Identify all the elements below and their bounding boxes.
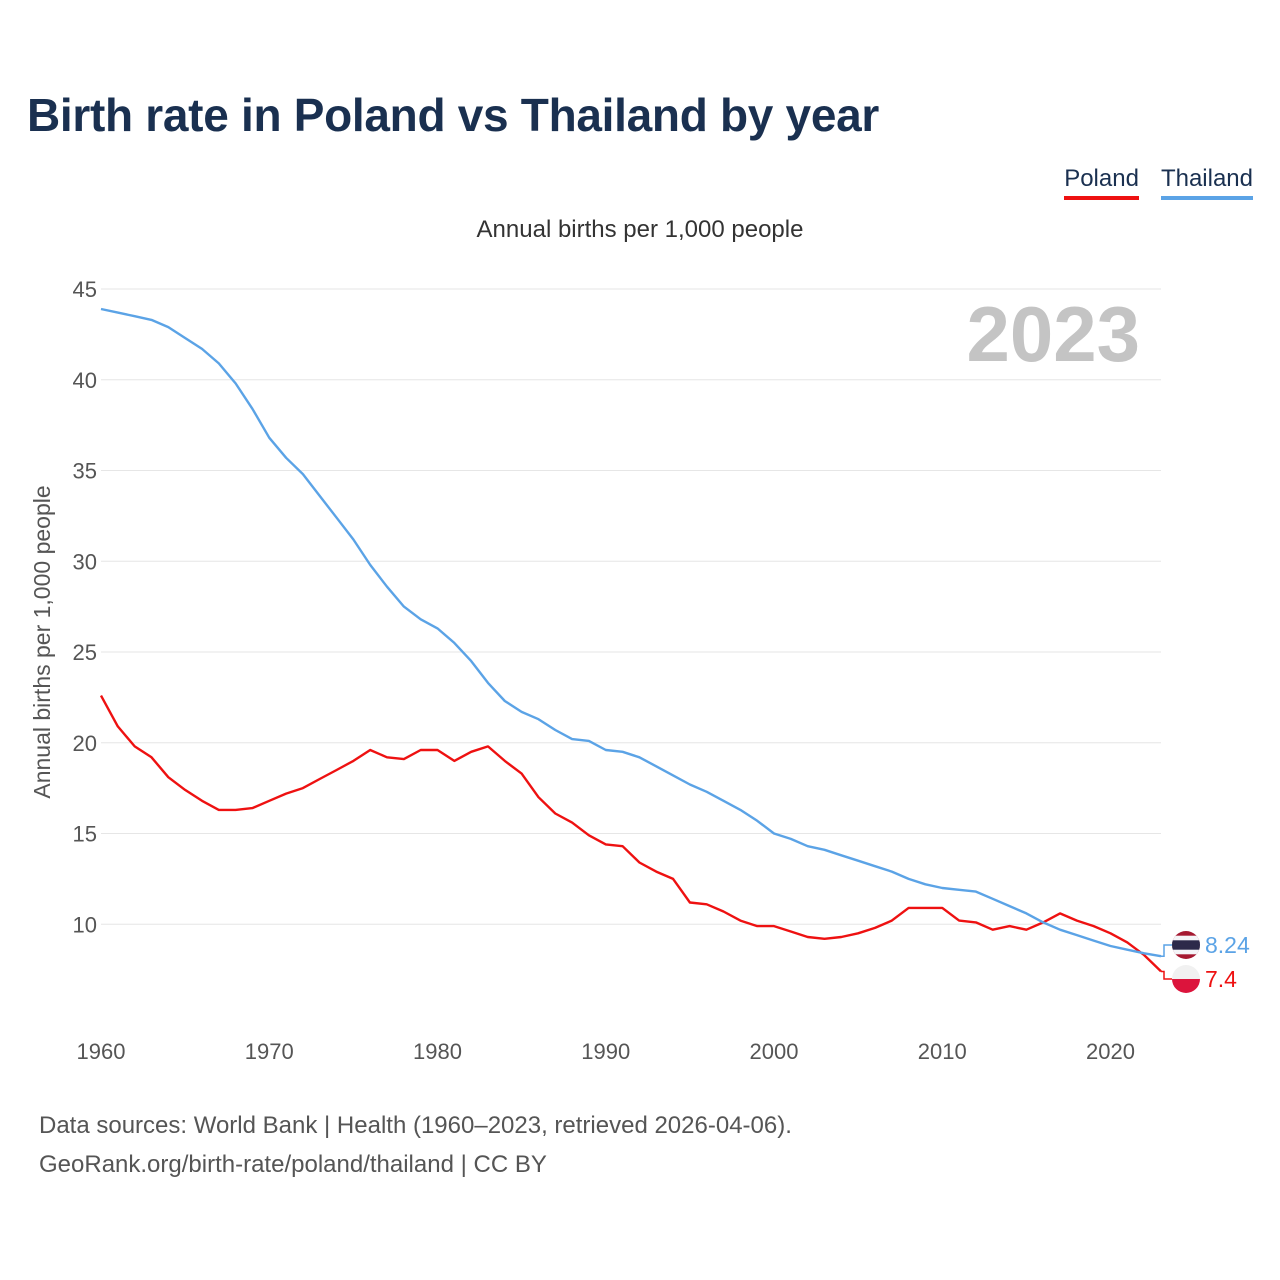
x-tick-label-1980: 1980 [413,1039,462,1064]
flag-thailand [1172,931,1200,959]
y-tick-label-15: 15 [73,822,97,847]
y-tick-label-45: 45 [73,277,97,302]
end-value-label-poland: 7.4 [1205,966,1237,992]
y-axis-label: Annual births per 1,000 people [29,485,55,798]
flag-stripe-blue [1172,940,1200,950]
connector-poland [1161,970,1172,980]
end-markers: 7.4 8.24 [1161,931,1250,993]
y-tick-label-35: 35 [73,459,97,484]
x-tick-label-2000: 2000 [750,1039,799,1064]
flag-poland [1172,965,1200,993]
y-tick-label-20: 20 [73,731,97,756]
end-value-label-thailand: 8.24 [1205,932,1250,958]
legend: Poland Thailand [1064,165,1253,200]
y-axis-ticks: 10 15 20 25 30 35 40 45 [73,277,97,937]
legend-item-thailand[interactable]: Thailand [1160,165,1253,200]
chart-title: Birth rate in Poland vs Thailand by year [27,89,880,141]
x-tick-label-2020: 2020 [1086,1039,1135,1064]
x-axis-ticks: 1960 1970 1980 1990 2000 2010 2020 [77,1039,1135,1064]
series-lines [99,307,1162,973]
connector-thailand [1161,944,1172,957]
y-tick-label-40: 40 [73,368,97,393]
x-tick-label-1990: 1990 [581,1039,630,1064]
legend-item-poland[interactable]: Poland [1064,165,1139,200]
current-year-label: 2023 [966,290,1140,378]
flag-body-thailand [1172,931,1200,959]
series-line-thailand [100,307,1162,958]
y-tick-label-25: 25 [73,640,97,665]
x-tick-label-1970: 1970 [245,1039,294,1064]
footer: Data sources: World Bank | Health (1960–… [39,1106,792,1184]
y-tick-label-10: 10 [73,912,97,937]
y-tick-label-30: 30 [73,549,97,574]
flag-stripe-red [1172,979,1200,993]
flag-body-poland [1172,965,1200,993]
series-line-poland [99,695,1162,973]
chart-subtitle: Annual births per 1,000 people [476,216,804,243]
x-tick-label-1960: 1960 [77,1039,126,1064]
grid-lines [101,288,1161,925]
footer-link[interactable]: GeoRank.org/birth-rate/poland/thailand |… [39,1151,547,1178]
x-tick-label-2010: 2010 [918,1039,967,1064]
footer-source: Data sources: World Bank | Health (1960–… [39,1112,792,1139]
flag-stripe-white [1172,965,1200,979]
